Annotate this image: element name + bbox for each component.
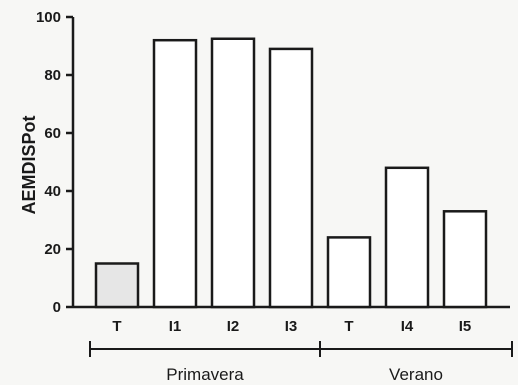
category-label-5: T: [344, 318, 353, 335]
group-label-1: Primavera: [166, 365, 244, 384]
bar-7: [442, 210, 488, 309]
bar-5: [326, 236, 372, 309]
category-label-4: I3: [285, 318, 298, 335]
bar-3: [210, 37, 256, 309]
y-tick-label: 20: [44, 241, 61, 258]
y-tick-label: 0: [53, 299, 61, 316]
group-brackets: Primavera Verano: [89, 341, 513, 384]
category-labels: T I1 I2 I3 T I4 I5: [112, 318, 471, 335]
bar-6: [384, 166, 430, 309]
bar-1: [94, 262, 140, 309]
category-label-3: I2: [227, 318, 240, 335]
category-label-6: I4: [401, 318, 414, 335]
y-tick-label: 60: [44, 125, 61, 142]
y-tick-label: 100: [36, 9, 61, 26]
y-tick-label: 80: [44, 67, 61, 84]
bar-4: [268, 47, 314, 309]
group-label-2: Verano: [389, 365, 443, 384]
y-tick-label: 40: [44, 183, 61, 200]
bars: [94, 37, 488, 309]
category-label-7: I5: [459, 318, 472, 335]
bar-2: [152, 38, 198, 309]
category-label-1: T: [112, 318, 121, 335]
category-label-2: I1: [169, 318, 182, 335]
y-axis-label: AEMDISPot: [19, 115, 39, 214]
